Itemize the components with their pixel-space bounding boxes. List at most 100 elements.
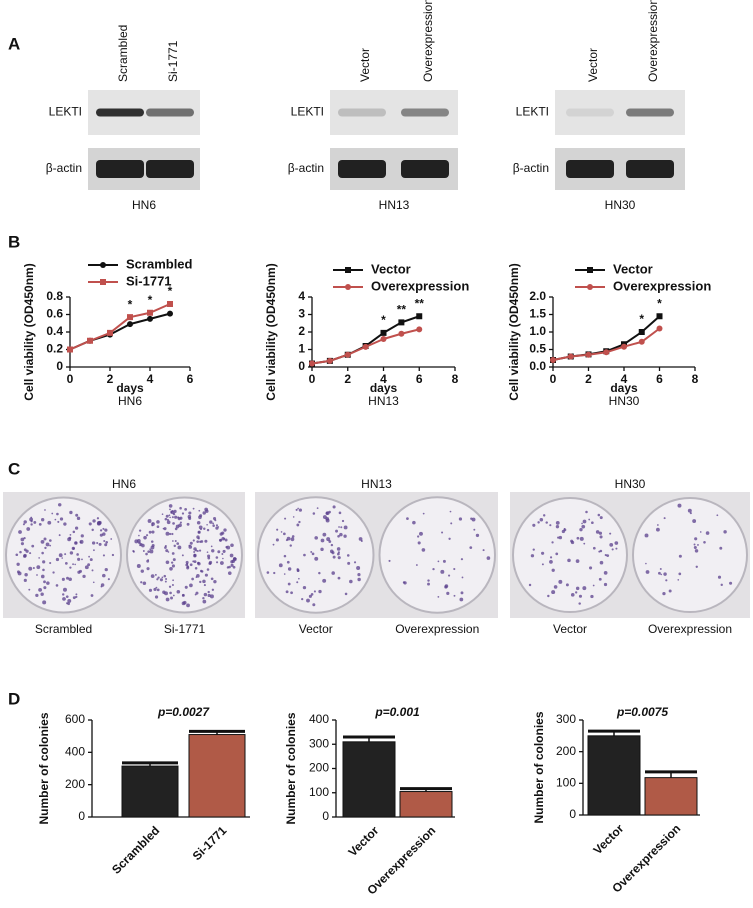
y-tick-label: 0 — [78, 809, 85, 823]
colony — [210, 577, 214, 581]
colony — [578, 594, 583, 598]
colony — [427, 579, 430, 582]
colony — [161, 576, 164, 579]
colony — [43, 537, 47, 541]
colony — [204, 539, 208, 543]
colony — [207, 556, 211, 560]
colony — [98, 542, 102, 546]
band — [626, 160, 674, 178]
colony — [80, 534, 84, 538]
colony — [151, 524, 154, 527]
colony — [437, 560, 440, 563]
panel-label: D — [8, 689, 20, 708]
colony — [74, 526, 79, 530]
colony — [163, 527, 167, 531]
colony — [192, 539, 195, 542]
colony — [292, 516, 295, 518]
x-axis-label: days — [610, 381, 638, 395]
colony — [539, 518, 544, 522]
colony — [287, 567, 292, 571]
colony — [194, 566, 198, 570]
panel-label: B — [8, 232, 20, 251]
bar — [188, 734, 246, 818]
colony — [105, 540, 108, 544]
plate-title: HN6 — [112, 477, 136, 491]
x-tick-label: 6 — [416, 372, 423, 386]
colony — [96, 517, 100, 520]
y-tick-label: 2.0 — [529, 289, 546, 303]
colony — [615, 547, 618, 550]
y-tick-label: 1.5 — [529, 307, 546, 321]
colony — [202, 599, 207, 604]
colony — [28, 588, 31, 591]
colony — [290, 537, 295, 542]
colony — [207, 590, 210, 594]
colony — [295, 508, 298, 511]
colony — [532, 548, 535, 551]
colony — [186, 603, 190, 608]
colony — [347, 561, 351, 565]
colony — [603, 582, 608, 587]
legend-label: Si-1771 — [126, 273, 172, 288]
colony — [69, 566, 72, 569]
plate-label: Scrambled — [35, 622, 92, 636]
colony — [174, 527, 178, 531]
plate — [512, 497, 628, 613]
y-tick-label: 0.8 — [46, 289, 63, 303]
colony — [141, 543, 145, 548]
row-label: LEKTI — [516, 105, 549, 119]
colony — [42, 568, 45, 572]
colony — [24, 573, 28, 577]
cell-line-label: HN13 — [379, 198, 410, 212]
colony — [75, 513, 79, 517]
colony — [528, 583, 532, 587]
colony — [204, 573, 208, 577]
colony — [104, 567, 108, 572]
colony — [678, 554, 682, 558]
y-axis-label: Number of colonies — [284, 712, 298, 824]
marker — [147, 315, 153, 322]
colony — [89, 558, 93, 562]
colony — [172, 540, 174, 542]
colony — [592, 584, 595, 587]
marker — [550, 357, 556, 363]
colony — [659, 567, 662, 570]
colony — [308, 594, 312, 598]
colony — [33, 520, 37, 524]
y-tick-label: 100 — [309, 785, 329, 799]
colony — [285, 539, 288, 542]
marker — [309, 360, 315, 367]
colony — [570, 593, 575, 597]
colony — [298, 577, 300, 580]
colony — [72, 563, 74, 566]
colony — [473, 528, 476, 531]
colony — [551, 568, 555, 572]
legend-label: Scrambled — [126, 256, 193, 271]
colony — [208, 562, 212, 565]
colony — [139, 544, 142, 547]
colony — [328, 540, 332, 543]
p-value: p=0.001 — [374, 705, 420, 719]
plate-label: Overexpression — [648, 622, 732, 636]
colony — [181, 512, 185, 515]
colony — [486, 556, 491, 560]
colony — [432, 567, 435, 571]
colony — [460, 558, 464, 561]
colony — [196, 550, 199, 553]
colony — [266, 571, 270, 574]
colony — [215, 524, 219, 527]
colony — [412, 520, 416, 525]
colony — [283, 532, 286, 536]
colony — [221, 553, 224, 555]
y-axis-label: Number of colonies — [532, 711, 546, 823]
band — [96, 160, 144, 178]
colony — [332, 505, 336, 509]
colony — [146, 567, 150, 571]
colony — [301, 597, 304, 601]
colony — [170, 561, 174, 564]
colony — [198, 525, 203, 530]
colony — [188, 516, 192, 520]
colony — [200, 570, 204, 573]
colony — [695, 565, 698, 568]
colony — [168, 585, 172, 588]
